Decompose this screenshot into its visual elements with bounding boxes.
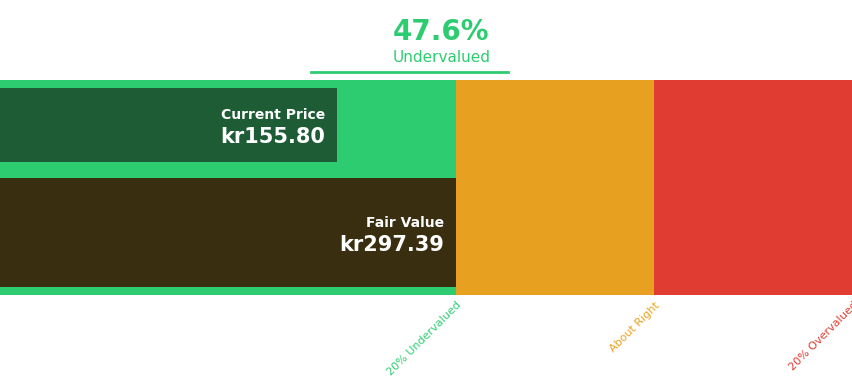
Bar	[653, 80, 852, 170]
Text: 20% Undervalued: 20% Undervalued	[385, 300, 463, 378]
Text: Fair Value: Fair Value	[366, 216, 444, 230]
Text: kr155.80: kr155.80	[220, 127, 325, 147]
Text: 20% Overvalued: 20% Overvalued	[786, 300, 852, 373]
Bar	[456, 170, 653, 295]
Text: Undervalued: Undervalued	[392, 50, 490, 65]
Bar	[0, 80, 456, 170]
Bar	[456, 80, 653, 170]
Text: kr297.39: kr297.39	[339, 235, 444, 255]
Bar	[0, 178, 456, 287]
Bar	[0, 170, 456, 295]
Bar	[653, 170, 852, 295]
Bar	[0, 88, 337, 162]
Text: Current Price: Current Price	[221, 108, 325, 122]
Text: 47.6%: 47.6%	[392, 18, 488, 46]
Text: About Right: About Right	[607, 300, 660, 354]
